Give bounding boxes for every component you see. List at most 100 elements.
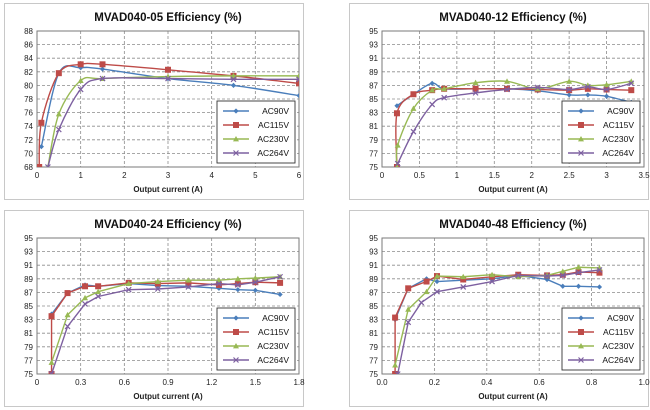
data-point	[566, 92, 572, 98]
legend-label: AC264V	[257, 355, 289, 365]
data-point	[628, 87, 635, 94]
data-point	[585, 92, 591, 98]
data-point	[515, 273, 522, 280]
data-point	[234, 275, 241, 282]
legend-marker	[578, 343, 584, 349]
y-tick-label: 81	[369, 122, 378, 131]
chart-panel-24: MVAD040-24 Efficiency (%) 75 77 79 81 83 85 87 8…	[4, 210, 305, 407]
data-point	[215, 277, 222, 283]
plot-area	[381, 30, 645, 168]
legend-label: AC90V	[607, 313, 634, 323]
data-point	[185, 277, 192, 283]
y-tick-label: 91	[369, 54, 378, 63]
data-point	[215, 281, 222, 288]
data-point	[394, 371, 401, 374]
data-point	[77, 61, 84, 68]
data-point	[230, 72, 237, 79]
data-point	[596, 267, 603, 273]
y-tick-label: 77	[369, 149, 378, 158]
data-point	[216, 280, 222, 287]
chart-title: MVAD040-05 Efficiency (%)	[94, 12, 242, 24]
data-point	[394, 103, 400, 109]
x-tick-label: 2	[529, 171, 534, 180]
x-tick-label: 1.2	[206, 378, 218, 387]
x-tick-label: 0	[380, 171, 385, 180]
data-point	[603, 86, 610, 93]
y-tick-label: 87	[369, 81, 378, 90]
data-point	[296, 76, 299, 83]
x-tick-label: 3	[166, 171, 171, 180]
chart-panel-12: MVAD040-12 Efficiency (%) 75 77 79 81 83 85 87 8…	[349, 3, 650, 200]
data-point	[37, 164, 43, 167]
y-tick-label: 88	[24, 27, 33, 36]
data-point	[504, 86, 510, 93]
y-tick-label: 89	[369, 68, 378, 77]
y-tick-label: 68	[24, 163, 33, 172]
chart-title: MVAD040-24 Efficiency (%)	[94, 219, 242, 231]
data-point	[95, 283, 102, 290]
data-point	[95, 293, 102, 300]
x-tick-label: 0	[35, 378, 40, 387]
y-tick-label: 93	[369, 41, 378, 50]
legend: AC90V AC115V AC230V AC264V	[561, 100, 641, 164]
legend-marker	[233, 122, 239, 128]
data-point	[584, 85, 591, 92]
legend-marker	[233, 329, 239, 335]
legend-label: AC230V	[602, 134, 634, 144]
legend-label: AC264V	[257, 148, 289, 158]
legend-label: AC90V	[607, 106, 634, 116]
series-ac230v	[48, 273, 284, 365]
legend-marker	[233, 150, 239, 156]
data-point	[423, 278, 430, 285]
y-tick-label: 79	[24, 343, 33, 352]
legend-marker	[578, 136, 584, 142]
legend-label: AC90V	[262, 106, 289, 116]
x-tick-label: 1.5	[250, 378, 262, 387]
legend-label: AC230V	[602, 341, 634, 351]
x-axis-label: Output current (A)	[478, 392, 548, 401]
x-tick-label: 6	[297, 171, 302, 180]
data-point	[393, 110, 400, 117]
x-tick-label: 4	[209, 171, 214, 180]
y-tick-label: 79	[369, 136, 378, 145]
x-tick-label: 1	[455, 171, 460, 180]
x-tick-label: 2	[122, 171, 127, 180]
chart-title: MVAD040-48 Efficiency (%)	[439, 219, 587, 231]
x-axis-label: Output current (A)	[478, 185, 548, 194]
legend-label: AC264V	[602, 148, 634, 158]
legend-marker	[578, 150, 584, 156]
data-point	[504, 78, 511, 84]
legend: AC90V AC115V AC230V AC264V	[561, 307, 641, 371]
data-point	[603, 81, 610, 88]
data-point	[394, 160, 401, 167]
y-tick-label: 76	[24, 109, 33, 118]
data-point	[82, 283, 89, 290]
x-tick-label: 0.0	[376, 378, 388, 387]
data-point	[277, 291, 283, 298]
data-point	[584, 83, 591, 90]
data-point	[560, 283, 566, 289]
data-point	[392, 371, 399, 374]
data-point	[534, 85, 541, 92]
data-point	[125, 280, 132, 286]
data-point	[99, 75, 106, 82]
data-point	[165, 66, 171, 73]
data-point	[252, 275, 259, 281]
data-point	[64, 290, 71, 297]
data-point	[405, 285, 412, 292]
data-point	[472, 89, 479, 96]
y-tick-label: 77	[369, 356, 378, 365]
legend: AC90V AC115V AC230V AC264V	[216, 100, 296, 164]
data-point	[489, 278, 495, 285]
data-point	[434, 288, 440, 295]
x-tick-label: 0	[35, 171, 40, 180]
data-point	[154, 278, 161, 284]
data-point	[234, 281, 241, 288]
data-point	[628, 80, 635, 87]
data-point	[234, 280, 241, 287]
y-tick-label: 78	[24, 95, 33, 104]
data-point	[55, 126, 62, 133]
y-tick-label: 95	[24, 234, 33, 243]
grid-lines	[37, 238, 299, 374]
data-point	[185, 279, 192, 286]
